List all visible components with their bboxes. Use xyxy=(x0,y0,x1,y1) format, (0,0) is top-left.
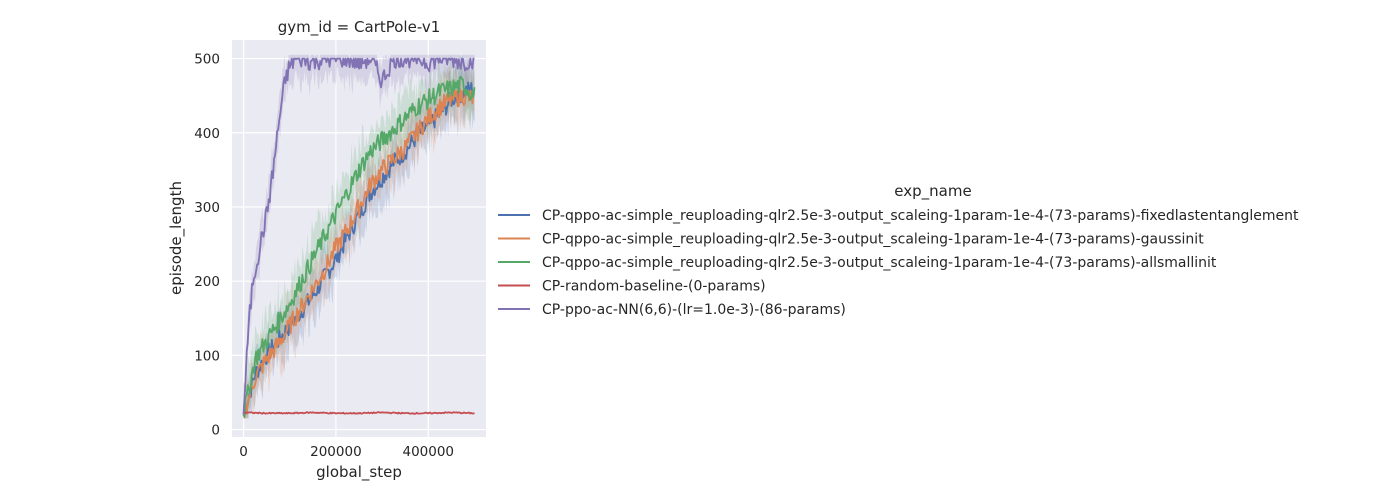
series-lines xyxy=(242,57,476,419)
legend-title: exp_name xyxy=(894,182,971,201)
series-band-1 xyxy=(243,59,475,419)
series-band-0 xyxy=(243,56,475,419)
x-tick-label-2: 400000 xyxy=(402,444,454,460)
legend-label-1: CP-qppo-ac-simple_reuploading-qlr2.5e-3-… xyxy=(542,232,1204,248)
plot-area xyxy=(232,40,486,437)
y-tick-label-2: 200 xyxy=(194,274,220,290)
series-band-2 xyxy=(243,54,475,419)
chart-title: gym_id = CartPole-v1 xyxy=(278,18,441,37)
legend-label-4: CP-ppo-ac-NN(6,6)-(lr=1.0e-3)-(86-params… xyxy=(542,302,846,318)
legend-label-3: CP-random-baseline-(0-params) xyxy=(542,279,766,295)
legend: exp_name CP-qppo-ac-simple_reuploading-q… xyxy=(498,182,1299,318)
legend-label-2: CP-qppo-ac-simple_reuploading-qlr2.5e-3-… xyxy=(542,255,1217,271)
series-line-3 xyxy=(243,411,475,415)
y-tick-label-0: 0 xyxy=(211,423,220,439)
y-axis-label: episode_length xyxy=(167,181,186,295)
series-line-2 xyxy=(242,75,476,418)
x-axis-ticks: 0 200000 400000 xyxy=(239,444,454,460)
series-line-1 xyxy=(242,87,476,419)
confidence-bands xyxy=(243,54,475,419)
legend-label-0: CP-qppo-ac-simple_reuploading-qlr2.5e-3-… xyxy=(542,208,1299,224)
x-axis-label: global_step xyxy=(316,463,402,482)
series-line-4 xyxy=(242,57,475,415)
y-tick-label-1: 100 xyxy=(194,348,220,364)
legend-items: CP-qppo-ac-simple_reuploading-qlr2.5e-3-… xyxy=(498,208,1299,318)
y-tick-label-4: 400 xyxy=(194,126,220,142)
y-tick-label-5: 500 xyxy=(194,52,220,68)
y-tick-label-3: 300 xyxy=(194,200,220,216)
x-tick-label-0: 0 xyxy=(239,444,248,460)
y-axis-ticks: 0 100 200 300 400 500 xyxy=(194,52,220,439)
x-tick-label-1: 200000 xyxy=(310,444,362,460)
